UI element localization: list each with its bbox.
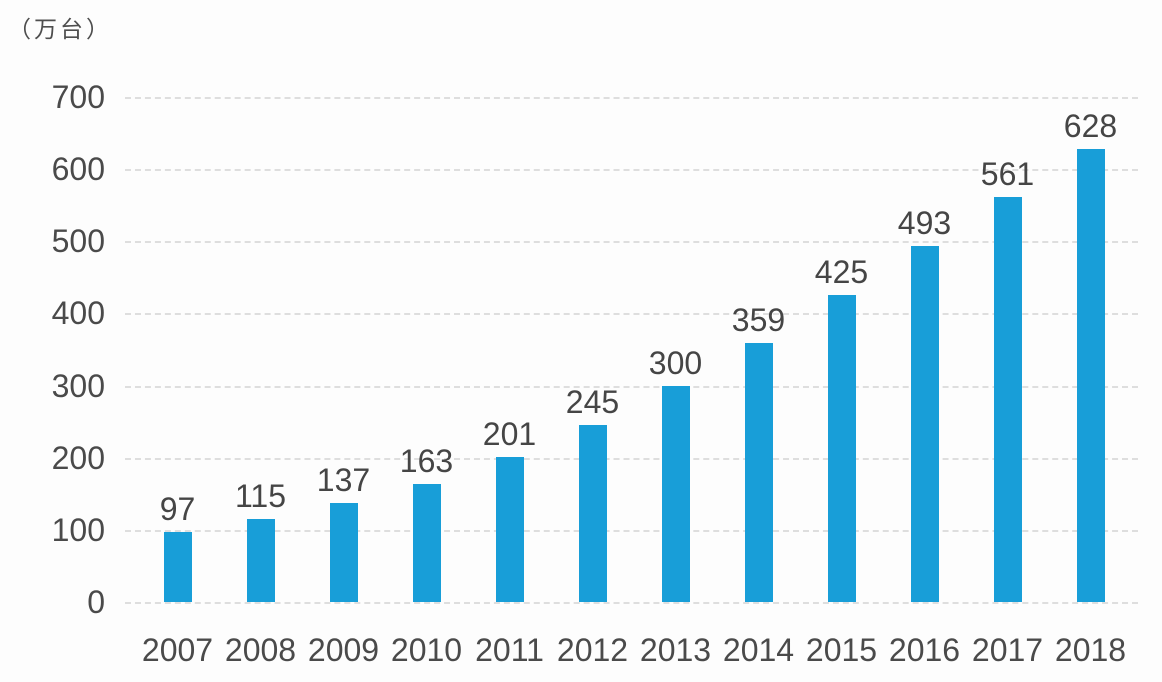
bar-cell: 425 (800, 97, 883, 602)
y-tick-label: 300 (51, 367, 105, 404)
bar (744, 343, 773, 602)
bar-cell: 359 (717, 97, 800, 602)
bar-value-label: 115 (234, 478, 286, 515)
x-tick-label: 2013 (639, 632, 712, 668)
y-tick-label: 600 (51, 151, 105, 188)
bar-value-label: 425 (814, 254, 869, 291)
x-tick-label: 2008 (224, 632, 297, 668)
bar-value-label: 628 (1063, 107, 1118, 144)
bar-value-label: 137 (316, 462, 371, 499)
bar-cell: 137 (302, 97, 385, 602)
y-tick-label: 700 (51, 79, 105, 115)
y-tick-label: 200 (51, 439, 105, 476)
bar (578, 425, 607, 602)
bar-value-label: 359 (731, 302, 786, 339)
x-tick-label: 2018 (1054, 632, 1127, 668)
bar (1076, 148, 1105, 602)
bar-cell: 561 (966, 97, 1049, 602)
x-tick-label: 2012 (556, 632, 629, 668)
bar-value-label: 201 (482, 416, 537, 452)
bar-cell: 115 (219, 97, 302, 602)
bar (495, 457, 524, 602)
y-tick-label: 400 (51, 295, 105, 332)
x-tick-label: 2009 (307, 632, 380, 668)
bar (827, 295, 856, 602)
y-axis-tick-labels: 0 100 200 300 400 500 600 700 (0, 81, 105, 618)
gridline (125, 602, 1138, 604)
bar-value-label: 561 (980, 156, 1035, 193)
x-tick-label: 2010 (390, 632, 463, 668)
bar-value-label: 163 (399, 443, 454, 480)
bar-cell: 97 (136, 97, 219, 602)
x-tick-label: 2017 (971, 632, 1044, 668)
x-tick-label: 2015 (805, 632, 878, 668)
gridline (125, 169, 1138, 172)
bar-cell: 493 (883, 97, 966, 602)
gridline (125, 313, 1138, 316)
bar-value-label: 245 (565, 384, 620, 421)
y-tick-label: 100 (51, 511, 105, 548)
bar-cell: 245 (551, 97, 634, 602)
bar (163, 532, 192, 602)
gridline (125, 529, 1138, 532)
y-tick-label: 0 (87, 584, 105, 620)
bar (412, 484, 441, 602)
x-axis-tick-labels: 2007 2008 2009 2010 2011 2012 2013 2014 2015 2016… (136, 631, 1132, 669)
y-tick-label: 500 (51, 223, 105, 260)
x-tick-label: 2016 (888, 632, 961, 668)
bar-value-label: 493 (897, 205, 952, 242)
y-axis-unit-label: （万台） (8, 16, 112, 42)
bars-area: 97 115 137 163 201 245 300 359 425 493 561 628 (136, 97, 1132, 602)
bar (246, 519, 275, 602)
bar (661, 385, 690, 602)
x-tick-label: 2011 (475, 632, 544, 668)
bar-value-label: 300 (648, 344, 703, 381)
bar-cell: 201 (468, 97, 551, 602)
bar (993, 197, 1022, 602)
bar (910, 246, 939, 602)
bar-value-label: 97 (159, 491, 196, 528)
gridline (125, 385, 1138, 388)
gridline (125, 457, 1138, 460)
gridline (125, 97, 1138, 99)
bar-cell: 163 (385, 97, 468, 602)
bar-cell: 628 (1049, 97, 1132, 602)
gridline (125, 241, 1138, 244)
bar-cell: 300 (634, 97, 717, 602)
x-tick-label: 2007 (141, 632, 214, 668)
x-tick-label: 2014 (722, 632, 795, 668)
gridlines (125, 97, 1138, 604)
bar (329, 503, 358, 602)
